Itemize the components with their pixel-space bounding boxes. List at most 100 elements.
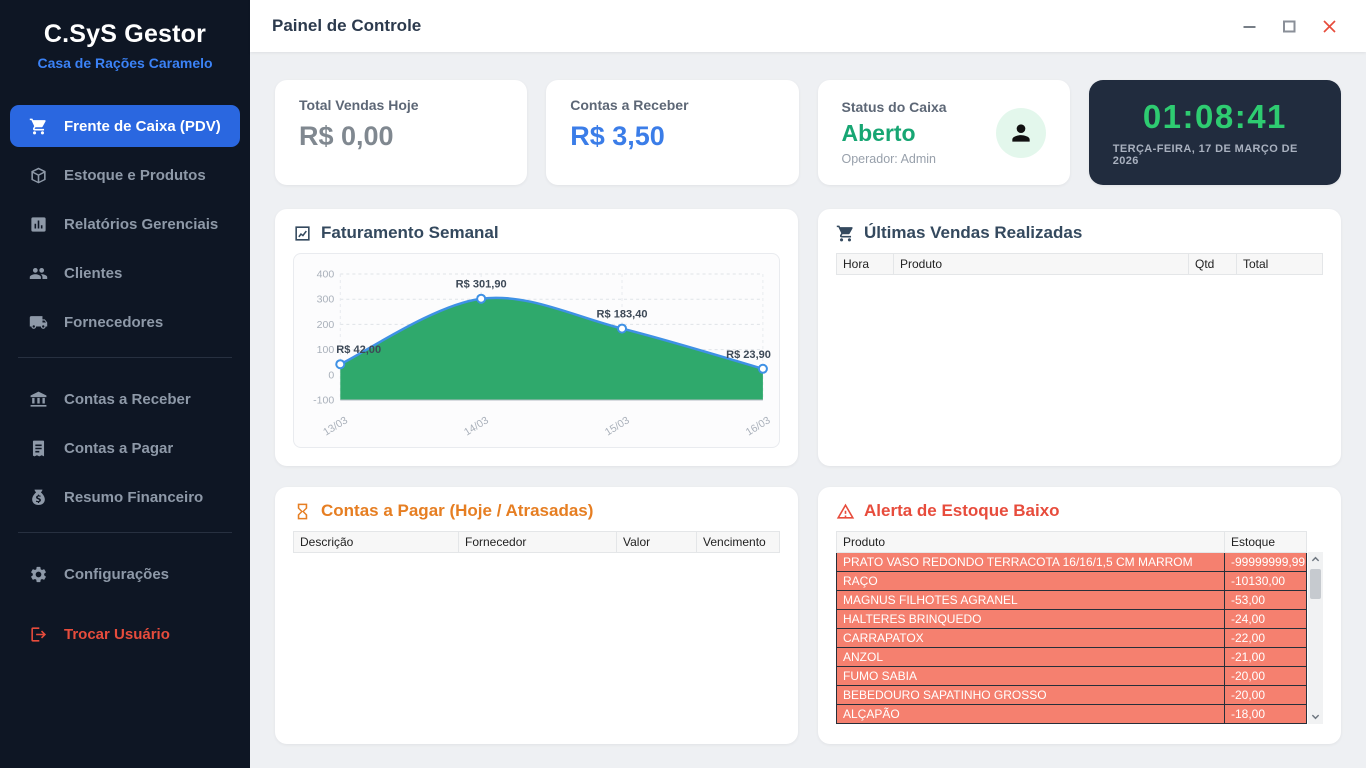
stock-value-cell: -22,00 (1224, 628, 1307, 648)
sidebar-item-label: Frente de Caixa (PDV) (64, 117, 221, 135)
stock-alert-row[interactable]: ANZOL -21,00 (836, 647, 1307, 667)
svg-text:15/03: 15/03 (603, 414, 632, 438)
sidebar-item-clientes[interactable]: Clientes (10, 252, 240, 294)
column-header-qtd[interactable]: Qtd (1188, 253, 1237, 275)
chart-icon (293, 224, 312, 243)
app-subtitle: Casa de Rações Caramelo (37, 55, 213, 71)
topbar: Painel de Controle (250, 0, 1366, 52)
clock-date: TERÇA-FEIRA, 17 DE MARÇO DE 2026 (1112, 143, 1298, 167)
stock-alert-row[interactable]: FUMO SABIA -20,00 (836, 666, 1307, 686)
product-name-cell: FUMO SABIA (836, 666, 1225, 686)
column-header-produto[interactable]: Produto (836, 531, 1225, 553)
avatar (995, 107, 1046, 158)
card-label: Status do Caixa (841, 99, 947, 115)
maximize-icon (1282, 20, 1295, 32)
svg-text:R$ 42,00: R$ 42,00 (336, 344, 381, 356)
page-title: Painel de Controle (272, 16, 422, 35)
logout-icon (28, 624, 48, 644)
truck-icon (28, 312, 48, 332)
faturamento-chart: 400 300 200 100 0 -100 13/03 14/03 15/03 16/03 R$ … (293, 253, 780, 448)
card-value: R$ 3,50 (570, 121, 665, 151)
sidebar-item-label: Clientes (64, 264, 123, 282)
box-icon (28, 165, 48, 185)
stock-alert-row[interactable]: CARRAPATOX -22,00 (836, 628, 1307, 648)
svg-text:100: 100 (317, 344, 335, 356)
product-name-cell: MAGNUS FILHOTES AGRANEL (836, 590, 1225, 610)
sidebar-item-configuracoes[interactable]: Configurações (10, 553, 240, 595)
panel-title: Faturamento Semanal (293, 223, 780, 243)
stock-alert-row[interactable]: MAGNUS FILHOTES AGRANEL -53,00 (836, 590, 1307, 610)
column-header-vencimento[interactable]: Vencimento (696, 531, 780, 553)
sidebar-item-contas-a-pagar[interactable]: Contas a Pagar (10, 427, 240, 469)
minimize-icon (1243, 25, 1255, 28)
sidebar-item-label: Trocar Usuário (64, 625, 170, 643)
ultimas-vendas-table: Hora Produto Qtd Total (836, 253, 1323, 275)
sidebar-item-estoque-e-produtos[interactable]: Estoque e Produtos (10, 154, 240, 196)
stock-alert-table: Produto Estoque PRATO VASO REDONDO TERRAC… (836, 531, 1307, 724)
panel-faturamento: Faturamento Semanal 400 300 200 100 0 -100 13/… (275, 209, 798, 466)
card-total-vendas: Total Vendas Hoje R$ 0,00 (275, 80, 528, 185)
column-header-valor[interactable]: Valor (616, 531, 697, 553)
sidebar-item-label: Contas a Pagar (64, 439, 174, 457)
card-status-caixa: Status do Caixa Aberto Operador: Admin (817, 80, 1070, 185)
sidebar-item-label: Fornecedores (64, 313, 164, 331)
svg-text:14/03: 14/03 (462, 414, 491, 438)
panel-title-text: Contas a Pagar (Hoje / Atrasadas) (321, 501, 594, 520)
svg-text:R$ 23,90: R$ 23,90 (726, 349, 771, 361)
gear-icon (28, 564, 48, 584)
sidebar-item-relatorios-gerenciais[interactable]: Relatórios Gerenciais (10, 203, 240, 245)
sidebar-item-label: Contas a Receber (64, 390, 191, 408)
card-value: R$ 0,00 (299, 121, 394, 151)
sidebar-item-frente-de-caixa-pdv[interactable]: Frente de Caixa (PDV) (10, 105, 240, 147)
sidebar-item-fornecedores[interactable]: Fornecedores (10, 301, 240, 343)
stock-alert-row[interactable]: HALTERES BRINQUEDO -24,00 (836, 609, 1307, 629)
card-label: Contas a Receber (570, 97, 689, 113)
column-header-hora[interactable]: Hora (836, 253, 894, 275)
column-header-descricao[interactable]: Descrição (293, 531, 459, 553)
column-header-produto[interactable]: Produto (893, 253, 1189, 275)
svg-text:200: 200 (317, 319, 335, 331)
stock-alert-row[interactable]: RAÇO -10130,00 (836, 571, 1307, 591)
main-area: Painel de Controle Total Vendas Hoje R$ … (250, 0, 1366, 768)
column-header-estoque[interactable]: Estoque (1224, 531, 1307, 553)
panel-title-text: Últimas Vendas Realizadas (864, 223, 1083, 242)
maximize-button[interactable] (1274, 13, 1304, 39)
sidebar-item-trocar-usuario[interactable]: Trocar Usuário (10, 613, 240, 655)
dashboard-content: Total Vendas Hoje R$ 0,00 Contas a Receb… (250, 52, 1366, 768)
svg-text:13/03: 13/03 (321, 414, 350, 438)
sidebar: C.SyS Gestor Casa de Rações Caramelo Fre… (0, 0, 250, 768)
minimize-button[interactable] (1234, 13, 1264, 39)
column-header-fornecedor[interactable]: Fornecedor (458, 531, 617, 553)
svg-text:400: 400 (317, 269, 335, 281)
sidebar-item-resumo-financeiro[interactable]: Resumo Financeiro (10, 476, 240, 518)
scroll-down-button[interactable] (1308, 709, 1323, 724)
stock-value-cell: -18,00 (1224, 704, 1307, 724)
stock-value-cell: -99999999,99 (1224, 552, 1307, 572)
status-badge: Aberto (841, 120, 916, 146)
stock-alert-row[interactable]: ALÇAPÃO -18,00 (836, 704, 1307, 724)
stock-alert-row[interactable]: BEBEDOURO SAPATINHO GROSSO -20,00 (836, 685, 1307, 705)
scroll-up-button[interactable] (1308, 552, 1323, 567)
operator-label: Operador: Admin (841, 152, 937, 166)
close-button[interactable] (1314, 13, 1344, 39)
svg-text:R$ 301,90: R$ 301,90 (456, 279, 507, 291)
stat-cards-row: Total Vendas Hoje R$ 0,00 Contas a Receb… (275, 80, 1341, 185)
scrollbar-thumb[interactable] (1310, 569, 1321, 599)
hourglass-icon (293, 502, 312, 521)
product-name-cell: ALÇAPÃO (836, 704, 1225, 724)
cart-icon (28, 116, 48, 136)
stock-alert-row[interactable]: PRATO VASO REDONDO TERRACOTA 16/16/1,5 C… (836, 552, 1307, 572)
panel-title-text: Faturamento Semanal (321, 223, 499, 242)
stock-value-cell: -53,00 (1224, 590, 1307, 610)
report-icon (28, 214, 48, 234)
sidebar-item-contas-a-receber[interactable]: Contas a Receber (10, 378, 240, 420)
stock-value-cell: -10130,00 (1224, 571, 1307, 591)
stock-value-cell: -20,00 (1224, 685, 1307, 705)
sidebar-item-label: Relatórios Gerenciais (64, 215, 219, 233)
sidebar-nav: Frente de Caixa (PDV) Estoque e Produtos R… (0, 105, 250, 662)
panel-contas-pagar: Contas a Pagar (Hoje / Atrasadas) Descri… (275, 487, 798, 744)
svg-text:0: 0 (328, 369, 334, 381)
scrollbar[interactable] (1308, 552, 1323, 724)
column-header-total[interactable]: Total (1236, 253, 1323, 275)
clock-time: 01:08:41 (1142, 98, 1287, 135)
